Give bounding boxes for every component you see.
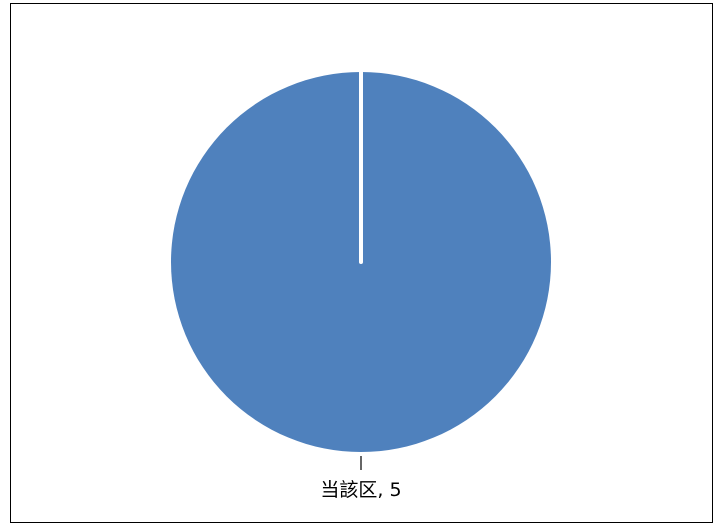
pie-chart: 当該区, 5 [171, 69, 551, 501]
data-label-slice-1: 当該区, 5 [320, 479, 401, 501]
pie-slices [171, 69, 551, 452]
